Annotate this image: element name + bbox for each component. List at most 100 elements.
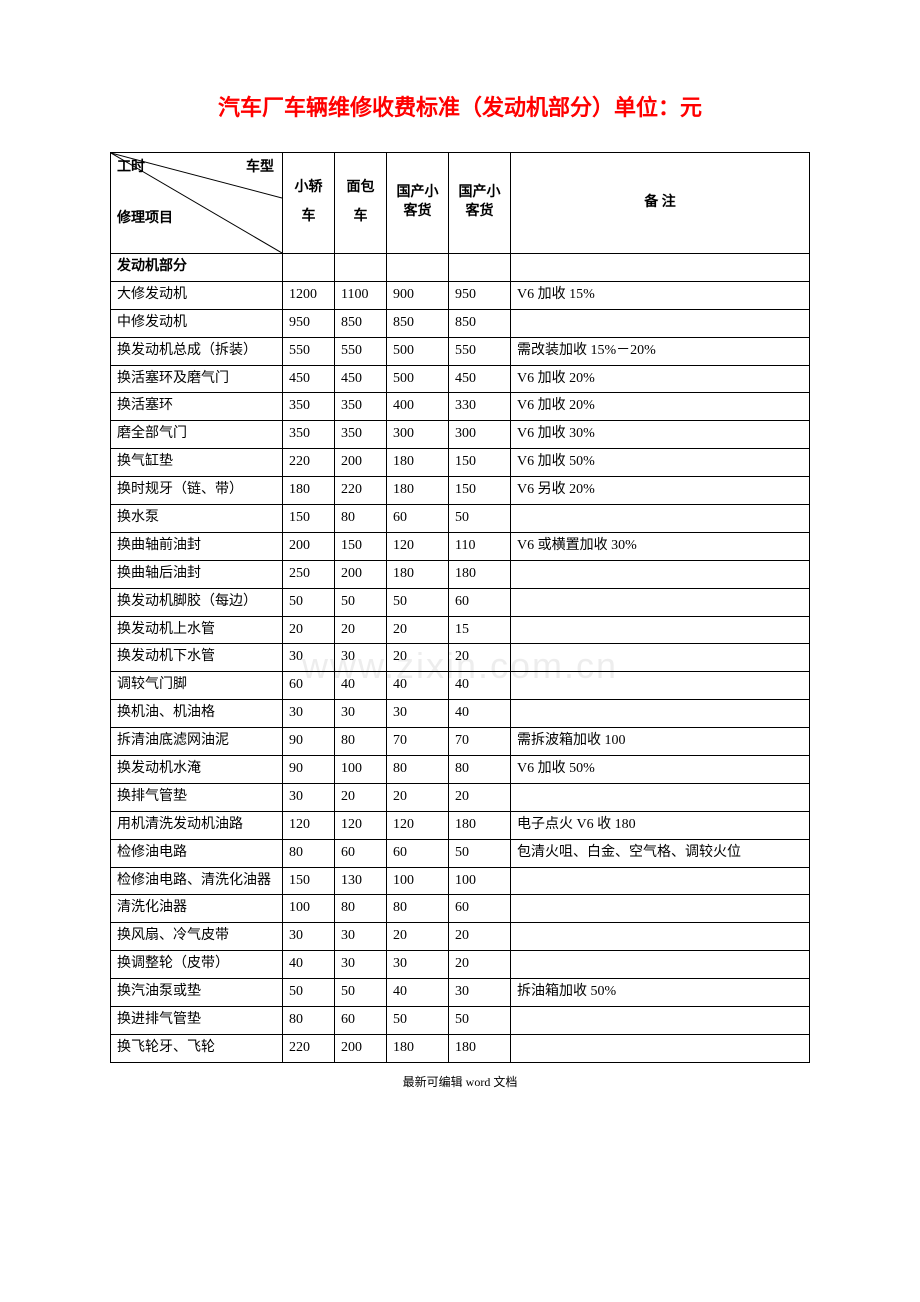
- value-cell: 450: [283, 365, 335, 393]
- remark-cell: [511, 700, 810, 728]
- table-row: 换活塞环350350400330V6 加收 20%: [111, 393, 810, 421]
- value-cell: 60: [335, 839, 387, 867]
- table-row: 清洗化油器100808060: [111, 895, 810, 923]
- value-cell: 330: [449, 393, 511, 421]
- item-cell: 清洗化油器: [111, 895, 283, 923]
- value-cell: 20: [335, 783, 387, 811]
- table-row: 大修发动机12001100900950V6 加收 15%: [111, 281, 810, 309]
- value-cell: 50: [387, 588, 449, 616]
- value-cell: 300: [449, 421, 511, 449]
- value-cell: 100: [387, 867, 449, 895]
- value-cell: 150: [283, 867, 335, 895]
- value-cell: 40: [387, 979, 449, 1007]
- value-cell: 50: [449, 1007, 511, 1035]
- value-cell: 20: [449, 644, 511, 672]
- remark-cell: 需改装加收 15%－20%: [511, 337, 810, 365]
- item-cell: 磨全部气门: [111, 421, 283, 449]
- col-header-4b: 客货: [455, 203, 504, 222]
- value-cell: 40: [335, 672, 387, 700]
- value-cell: 70: [387, 728, 449, 756]
- value-cell: 180: [283, 477, 335, 505]
- value-cell: 20: [283, 616, 335, 644]
- header-mid-label: 工时: [117, 159, 145, 178]
- table-row: 换发动机上水管20202015: [111, 616, 810, 644]
- value-cell: 150: [449, 449, 511, 477]
- value-cell: 120: [387, 811, 449, 839]
- value-cell: 180: [387, 1034, 449, 1062]
- value-cell: 50: [449, 839, 511, 867]
- value-cell: 1200: [283, 281, 335, 309]
- col-header-2b: 车: [341, 208, 380, 227]
- value-cell: 200: [283, 532, 335, 560]
- table-row: 换发动机下水管30302020: [111, 644, 810, 672]
- value-cell: 80: [283, 1007, 335, 1035]
- value-cell: 60: [283, 672, 335, 700]
- value-cell: 30: [335, 923, 387, 951]
- table-row: 换气缸垫220200180150V6 加收 50%: [111, 449, 810, 477]
- value-cell: 450: [335, 365, 387, 393]
- value-cell: 30: [387, 700, 449, 728]
- value-cell: 80: [387, 756, 449, 784]
- value-cell: 350: [335, 393, 387, 421]
- value-cell: 180: [449, 811, 511, 839]
- item-cell: 换气缸垫: [111, 449, 283, 477]
- remark-cell: V6 或横置加收 30%: [511, 532, 810, 560]
- table-row: 换调整轮（皮带）40303020: [111, 951, 810, 979]
- value-cell: 15: [449, 616, 511, 644]
- value-cell: 60: [387, 505, 449, 533]
- value-cell: 20: [387, 923, 449, 951]
- value-cell: 180: [387, 449, 449, 477]
- item-cell: 换排气管垫: [111, 783, 283, 811]
- section-label: 发动机部分: [111, 254, 283, 282]
- col-header-2: 面包 车: [335, 153, 387, 254]
- remark-cell: [511, 1034, 810, 1062]
- table-header-row: 工时 车型 修理项目 小轿 车 面包 车 国产小 客货 国产小 客货: [111, 153, 810, 254]
- value-cell: 80: [335, 505, 387, 533]
- remark-cell: V6 另收 20%: [511, 477, 810, 505]
- remark-cell: [511, 672, 810, 700]
- value-cell: 100: [283, 895, 335, 923]
- remark-cell: [511, 783, 810, 811]
- value-cell: 60: [449, 895, 511, 923]
- col-header-1: 小轿 车: [283, 153, 335, 254]
- remark-cell: V6 加收 15%: [511, 281, 810, 309]
- value-cell: 1100: [335, 281, 387, 309]
- value-cell: 850: [449, 309, 511, 337]
- item-cell: 换发动机上水管: [111, 616, 283, 644]
- section-row: 发动机部分: [111, 254, 810, 282]
- table-row: 换发动机水淹901008080 V6 加收 50%: [111, 756, 810, 784]
- value-cell: 350: [335, 421, 387, 449]
- item-cell: 换调整轮（皮带）: [111, 951, 283, 979]
- value-cell: 20: [387, 616, 449, 644]
- value-cell: 120: [283, 811, 335, 839]
- table-row: 换活塞环及磨气门450450500450V6 加收 20%: [111, 365, 810, 393]
- value-cell: 20: [335, 616, 387, 644]
- remark-cell: 需拆波箱加收 100: [511, 728, 810, 756]
- value-cell: 500: [387, 337, 449, 365]
- item-cell: 换发动机下水管: [111, 644, 283, 672]
- value-cell: 30: [283, 644, 335, 672]
- col-header-4: 国产小 客货: [449, 153, 511, 254]
- value-cell: 150: [283, 505, 335, 533]
- item-cell: 检修油电路、清洗化油器: [111, 867, 283, 895]
- remark-cell: V6 加收 20%: [511, 393, 810, 421]
- value-cell: 40: [449, 672, 511, 700]
- value-cell: 30: [387, 951, 449, 979]
- table-row: 换汽油泵或垫50504030拆油箱加收 50%: [111, 979, 810, 1007]
- value-cell: 50: [335, 588, 387, 616]
- value-cell: 80: [449, 756, 511, 784]
- value-cell: 30: [335, 951, 387, 979]
- col-header-2a: 面包: [341, 179, 380, 198]
- item-cell: 换发动机脚胶（每边）: [111, 588, 283, 616]
- value-cell: 30: [283, 923, 335, 951]
- item-cell: 换时规牙（链、带）: [111, 477, 283, 505]
- value-cell: 20: [387, 644, 449, 672]
- table-row: 换时规牙（链、带）180220180150V6 另收 20%: [111, 477, 810, 505]
- remark-cell: V6 加收 50%: [511, 449, 810, 477]
- value-cell: 180: [449, 1034, 511, 1062]
- pricing-table: 工时 车型 修理项目 小轿 车 面包 车 国产小 客货 国产小 客货: [110, 152, 810, 1063]
- value-cell: 300: [387, 421, 449, 449]
- item-cell: 拆清油底滤网油泥: [111, 728, 283, 756]
- value-cell: 80: [335, 895, 387, 923]
- value-cell: 120: [387, 532, 449, 560]
